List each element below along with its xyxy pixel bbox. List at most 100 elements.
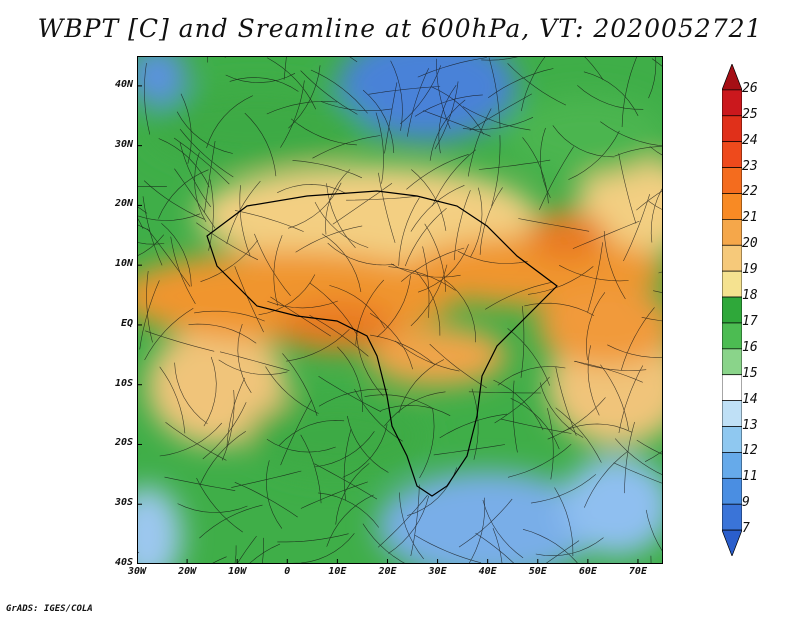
streamline — [258, 274, 316, 316]
streamline — [290, 118, 357, 146]
streamline — [165, 421, 227, 461]
streamline — [200, 239, 259, 282]
streamline — [137, 213, 201, 221]
streamline — [265, 460, 283, 529]
streamline — [174, 362, 208, 425]
streamline — [145, 330, 215, 352]
streamline — [406, 154, 469, 190]
streamline — [547, 408, 554, 480]
streamline — [325, 169, 351, 235]
streamline — [376, 275, 411, 338]
streamline — [410, 484, 420, 557]
streamline — [410, 264, 448, 327]
streamline — [266, 101, 338, 115]
lat-label: 40N — [114, 78, 133, 90]
streamline — [507, 63, 567, 106]
streamline — [143, 180, 205, 220]
streamline — [219, 351, 290, 371]
streamline — [277, 533, 349, 543]
streamline — [577, 85, 644, 110]
streamline — [202, 402, 247, 460]
streamline — [398, 359, 445, 414]
lat-label: 20N — [114, 198, 133, 210]
streamline — [431, 86, 484, 135]
streamline — [318, 376, 382, 413]
streamline — [462, 117, 534, 130]
colorbar-segment — [722, 529, 742, 556]
streamline — [618, 365, 644, 434]
streamline — [327, 242, 395, 266]
streamline — [234, 482, 298, 518]
streamline — [261, 537, 264, 564]
streamline — [423, 110, 491, 137]
streamline — [467, 108, 492, 177]
streamline — [410, 185, 465, 232]
streamline — [378, 172, 396, 243]
streamline — [648, 200, 663, 211]
streamline — [144, 307, 194, 361]
streamline — [618, 153, 637, 224]
streamline — [527, 266, 594, 295]
streamline — [411, 169, 447, 231]
wbpt-field — [137, 56, 663, 564]
streamline — [649, 146, 663, 156]
streamline — [433, 444, 506, 456]
streamline — [434, 81, 459, 150]
streamline — [300, 481, 368, 509]
streamline — [244, 112, 277, 177]
colorbar-label: 7 — [742, 521, 750, 537]
streamline — [174, 168, 216, 229]
streamline — [314, 463, 378, 500]
colorbar-segment — [722, 244, 742, 272]
colorbar-label: 17 — [742, 313, 758, 329]
streamline — [494, 376, 550, 424]
colorbar-label: 15 — [742, 365, 758, 381]
streamline — [329, 285, 386, 329]
streamline — [540, 127, 551, 198]
colorbar-segment — [722, 64, 742, 91]
streamline — [518, 218, 590, 232]
colorbar-label: 16 — [742, 339, 758, 355]
streamline — [354, 388, 403, 442]
streamline — [583, 71, 639, 116]
colorbar-label: 20 — [742, 236, 758, 252]
streamline — [488, 57, 501, 129]
streamline — [355, 279, 385, 345]
streamline — [137, 224, 151, 232]
streamline — [390, 263, 461, 278]
streamline — [552, 125, 615, 158]
lon-label: 60E — [578, 566, 597, 577]
streamline — [362, 523, 407, 564]
colorbar-segment — [722, 270, 742, 298]
streamline — [159, 366, 186, 434]
streamline — [179, 142, 212, 208]
streamline — [478, 159, 551, 170]
streamline — [266, 439, 336, 453]
colorbar-segment — [722, 426, 742, 453]
streamline — [444, 279, 476, 343]
streamline — [280, 80, 305, 148]
streamline — [206, 95, 253, 149]
streamline — [479, 187, 503, 255]
streamline — [607, 344, 663, 358]
streamline — [180, 93, 192, 164]
streamline — [586, 292, 606, 361]
streamline — [453, 190, 471, 261]
streamline — [234, 545, 237, 564]
streamline — [471, 388, 479, 460]
streamline — [332, 183, 393, 225]
streamline — [146, 270, 153, 343]
streamline — [429, 99, 466, 161]
streamline — [218, 359, 288, 375]
streamline — [613, 462, 663, 484]
streamline — [320, 101, 392, 111]
streamline — [555, 366, 577, 436]
streamline — [414, 270, 441, 336]
colorbar-segment — [722, 322, 742, 350]
streamline — [507, 443, 572, 478]
streamline — [234, 266, 264, 333]
lon-label: 20E — [378, 566, 397, 577]
lon-label: 50E — [528, 566, 547, 577]
map-panel — [137, 56, 663, 564]
lon-label: 30W — [127, 566, 147, 577]
